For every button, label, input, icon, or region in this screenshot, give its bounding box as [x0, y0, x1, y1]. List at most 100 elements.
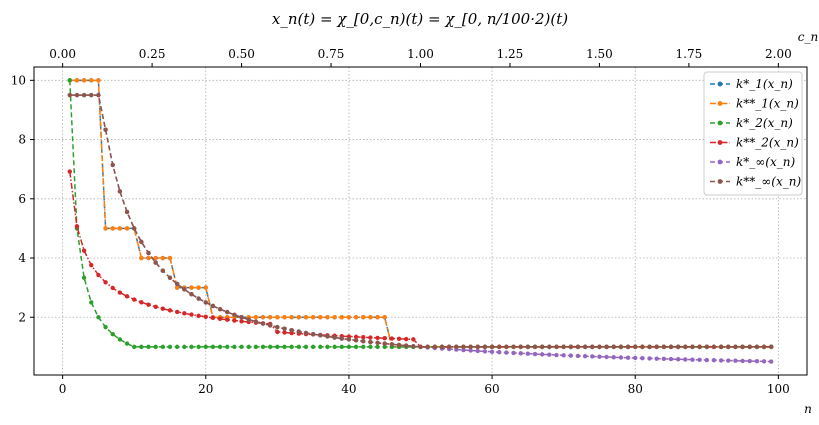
data-point [718, 344, 724, 350]
data-point [418, 344, 423, 350]
data-point [110, 285, 115, 291]
data-point [482, 349, 488, 354]
data-point [124, 341, 130, 346]
data-point [375, 344, 380, 350]
data-point [167, 275, 173, 280]
data-point [361, 339, 366, 344]
data-point [189, 344, 194, 350]
data-point [310, 315, 316, 320]
data-point [260, 321, 266, 326]
data-point [368, 344, 373, 350]
series-5 [67, 92, 774, 350]
data-point [361, 344, 366, 350]
data-point [81, 78, 87, 83]
data-point [396, 336, 402, 342]
data-point [604, 354, 609, 360]
data-point [189, 285, 194, 290]
data-point [368, 315, 373, 320]
data-point [568, 353, 574, 358]
data-point [769, 344, 774, 350]
data-point [253, 344, 259, 350]
data-point [96, 272, 101, 278]
data-point [353, 334, 359, 340]
data-point [633, 344, 638, 350]
data-point [253, 319, 259, 324]
legend-label: k**_∞(x_n) [736, 175, 801, 189]
data-point [332, 335, 337, 340]
data-point [117, 290, 123, 295]
data-point [117, 226, 123, 231]
data-point [568, 344, 574, 350]
data-point [289, 344, 294, 350]
data-point [425, 344, 430, 350]
data-point [661, 344, 667, 350]
x2-tick-label: 0.75 [318, 47, 345, 61]
data-point [325, 334, 330, 339]
data-point [468, 348, 473, 353]
data-point [339, 344, 344, 350]
legend-label: k**_1(x_n) [736, 97, 799, 111]
data-point [754, 359, 760, 364]
data-point [267, 315, 273, 320]
series-1 [67, 78, 774, 350]
data-point [754, 344, 760, 350]
data-point [96, 78, 101, 83]
data-point [654, 356, 659, 361]
data-point [167, 344, 173, 350]
data-point [239, 319, 244, 324]
grid [34, 67, 807, 375]
data-point [189, 292, 194, 297]
data-point [475, 348, 480, 354]
data-point [532, 351, 538, 357]
data-point [618, 355, 624, 360]
data-point [310, 344, 316, 350]
data-point [704, 344, 709, 350]
data-point [160, 306, 166, 311]
data-point [461, 347, 466, 353]
data-point [260, 315, 266, 320]
data-point [117, 337, 123, 342]
data-point [511, 344, 516, 350]
series-line [69, 94, 772, 348]
x2-axis-label: c_n [798, 30, 818, 44]
data-point [339, 336, 344, 341]
data-point [647, 356, 652, 361]
data-point [325, 344, 330, 350]
data-point [489, 349, 495, 354]
legend-marker [717, 140, 723, 145]
data-point [668, 356, 674, 362]
series-3 [67, 169, 774, 350]
data-point [210, 303, 216, 309]
data-point [203, 344, 208, 350]
data-point [81, 92, 87, 98]
data-point [124, 294, 130, 299]
series-line [69, 79, 772, 348]
data-point [432, 344, 438, 350]
data-point [225, 317, 230, 322]
data-point [303, 344, 309, 350]
data-point [174, 285, 180, 290]
data-point [375, 315, 380, 320]
x2-tick-label: 0.50 [228, 47, 255, 61]
legend-label: k*_∞(x_n) [736, 155, 795, 169]
data-point [497, 350, 502, 355]
data-point [282, 330, 287, 335]
data-point [375, 340, 380, 346]
data-point [132, 226, 137, 231]
data-point [454, 344, 459, 350]
data-point [339, 315, 344, 320]
legend-marker [717, 179, 723, 184]
data-point [740, 358, 745, 364]
data-point [182, 344, 187, 350]
data-point [103, 226, 108, 231]
data-point [618, 344, 624, 350]
series-line [69, 171, 772, 348]
data-point [439, 344, 445, 350]
y-tick-label: 8 [18, 133, 26, 147]
data-point [67, 92, 72, 98]
data-point [182, 311, 187, 316]
data-point [232, 312, 237, 317]
data-point [382, 315, 387, 320]
data-point [411, 337, 416, 342]
data-point [575, 344, 581, 350]
